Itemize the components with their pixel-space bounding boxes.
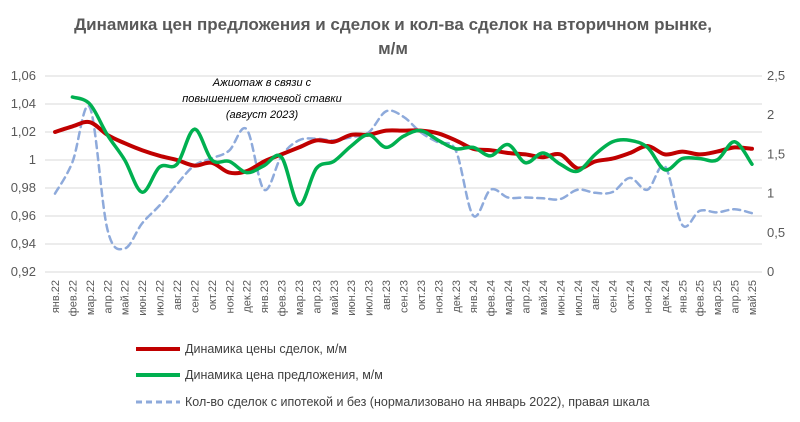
x-tick-label: сен.23 — [399, 280, 411, 313]
x-tick-label: авг.24 — [590, 280, 602, 310]
left-axis-tick-label: 0,94 — [11, 236, 36, 251]
x-tick-label: фев.25 — [695, 280, 707, 316]
x-tick-label: мар.23 — [294, 280, 306, 315]
x-tick-label: мар.22 — [85, 280, 97, 315]
x-tick-label: май.25 — [747, 280, 759, 315]
x-tick-label: июн.23 — [346, 280, 358, 316]
x-tick-label: сен.24 — [608, 280, 620, 313]
x-tick-label: янв.24 — [468, 280, 480, 313]
chart-title-line-2: м/м — [378, 39, 408, 58]
x-tick-label: мар.24 — [503, 280, 515, 315]
left-axis-tick-label: 1 — [29, 152, 36, 167]
annotation-line-1: Ажиотаж в связи с — [212, 77, 312, 89]
annotation-line-3: (август 2023) — [226, 109, 299, 121]
x-tick-label: ноя.24 — [642, 280, 654, 313]
legend-label-offers: Динамика цена предложения, м/м — [185, 368, 383, 382]
annotation: Ажиотаж в связи с повышением ключевой ст… — [182, 77, 342, 121]
x-tick-label: апр.25 — [730, 280, 742, 313]
x-tick-label: дек.22 — [242, 280, 254, 313]
x-tick-label: июн.22 — [137, 280, 149, 316]
series-line-deal-volume — [53, 104, 754, 251]
x-axis-ticks: янв.22 фев.22 мар.22 апр.22 май.22 июн.22 июл.… — [50, 280, 759, 316]
series-line-offer-price — [70, 95, 754, 207]
x-tick-label: янв.23 — [259, 280, 271, 313]
right-axis-tick-label: 0,5 — [767, 225, 785, 240]
annotation-line-2: повышением ключевой ставки — [182, 93, 342, 105]
left-axis-tick-label: 1,02 — [11, 124, 36, 139]
x-tick-label: мар.25 — [712, 280, 724, 315]
x-tick-label: май.22 — [120, 280, 132, 315]
x-tick-label: дек.24 — [660, 280, 672, 313]
legend: Динамика цены сделок, м/м Динамика цена … — [136, 342, 650, 409]
gridlines — [45, 75, 762, 273]
left-axis-tick-label: 0,96 — [11, 208, 36, 223]
x-tick-label: июн.24 — [555, 280, 567, 316]
x-tick-label: сен.22 — [189, 280, 201, 313]
x-tick-label: фев.24 — [486, 280, 498, 316]
x-tick-label: окт.24 — [625, 280, 637, 310]
x-tick-label: июл.22 — [155, 280, 167, 316]
x-tick-label: авг.23 — [381, 280, 393, 310]
x-tick-label: авг.22 — [172, 280, 184, 310]
series-line-deal-price — [53, 119, 754, 176]
left-axis-tick-label: 1,06 — [11, 68, 36, 83]
right-axis-tick-label: 0 — [767, 264, 774, 279]
x-tick-label: ноя.22 — [224, 280, 236, 313]
x-tick-label: май.23 — [329, 280, 341, 315]
x-tick-label: апр.22 — [102, 280, 114, 313]
left-axis-ticks: 0,92 0,94 0,96 0,98 1 1,02 1,04 1,06 — [11, 68, 36, 279]
x-tick-label: апр.24 — [520, 280, 532, 313]
x-tick-label: июл.23 — [364, 280, 376, 316]
x-tick-label: ноя.23 — [433, 280, 445, 313]
chart-title: Динамика цен предложения и сделок и кол-… — [74, 15, 712, 58]
left-axis-tick-label: 0,98 — [11, 180, 36, 195]
x-tick-label: янв.25 — [677, 280, 689, 313]
right-axis-tick-label: 1,5 — [767, 146, 785, 161]
x-tick-label: дек.23 — [451, 280, 463, 313]
right-axis-tick-label: 2,5 — [767, 68, 785, 83]
chart-title-line-1: Динамика цен предложения и сделок и кол-… — [74, 15, 712, 34]
x-tick-label: окт.23 — [416, 280, 428, 310]
right-axis-ticks: 0 0,5 1 1,5 2 2,5 — [767, 68, 785, 279]
left-axis-tick-label: 0,92 — [11, 264, 36, 279]
x-tick-label: апр.23 — [311, 280, 323, 313]
x-tick-label: янв.22 — [50, 280, 62, 313]
right-axis-tick-label: 1 — [767, 186, 774, 201]
x-tick-label: май.24 — [538, 280, 550, 315]
x-tick-label: фев.23 — [277, 280, 289, 316]
legend-label-volume: Кол-во сделок с ипотекой и без (нормализ… — [185, 395, 650, 409]
series-lines — [53, 95, 754, 251]
x-tick-label: фев.22 — [67, 280, 79, 316]
left-axis-tick-label: 1,04 — [11, 96, 36, 111]
right-axis-tick-label: 2 — [767, 107, 774, 122]
x-tick-label: июл.24 — [573, 280, 585, 316]
x-tick-label: окт.22 — [207, 280, 219, 310]
legend-label-deals: Динамика цены сделок, м/м — [185, 342, 347, 356]
